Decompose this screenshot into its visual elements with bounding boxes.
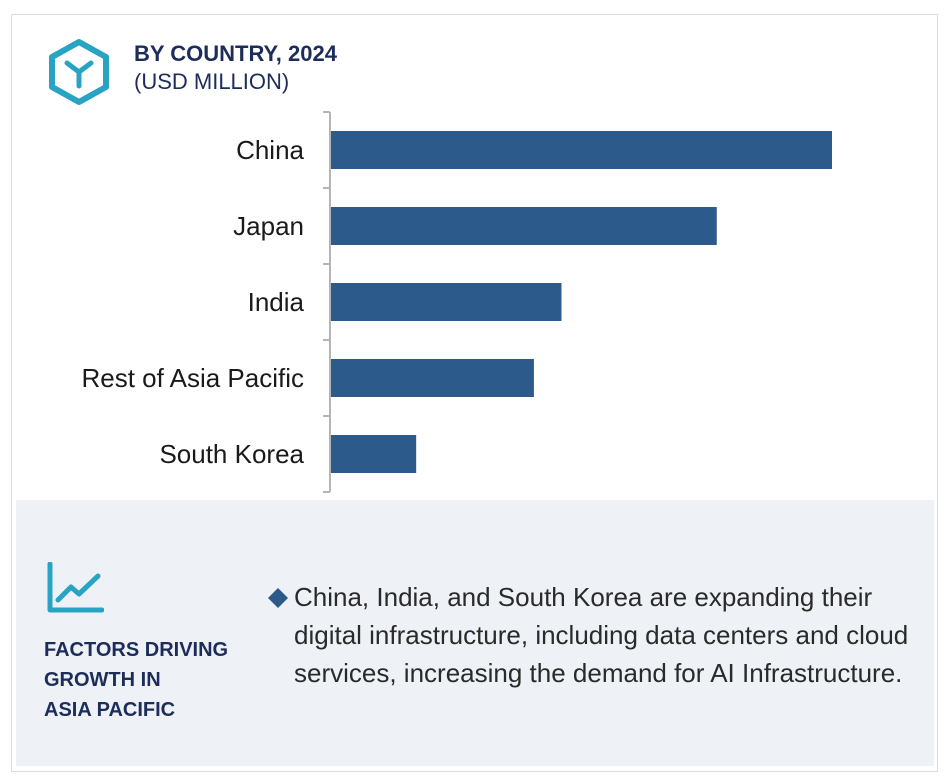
bar bbox=[331, 435, 417, 473]
factor-bullet-text: China, India, and South Korea are expand… bbox=[294, 582, 909, 688]
factors-title: FACTORS DRIVING GROWTH IN ASIA PACIFIC bbox=[44, 635, 264, 725]
bar bbox=[331, 283, 562, 321]
bar bbox=[331, 131, 832, 169]
factor-bullet: China, India, and South Korea are expand… bbox=[267, 578, 927, 692]
bar bbox=[331, 207, 717, 245]
trend-chart-icon bbox=[47, 562, 104, 613]
chart-title: BY COUNTRY, 2024 bbox=[134, 41, 337, 66]
category-label: India bbox=[248, 287, 305, 317]
bar bbox=[331, 359, 534, 397]
factors-title-line: FACTORS DRIVING bbox=[44, 639, 229, 661]
diamond-icon bbox=[268, 588, 288, 608]
chart-subtitle: (USD MILLION) bbox=[134, 69, 290, 94]
chart-header: BY COUNTRY, 2024 (USD MILLION) bbox=[134, 40, 337, 96]
bar-chart: China Japan India Rest of Asia Pacific South… bbox=[81, 111, 832, 493]
factors-title-line: GROWTH IN bbox=[44, 669, 161, 691]
factors-title-line: ASIA PACIFIC bbox=[44, 699, 176, 721]
category-label: China bbox=[236, 135, 304, 165]
hexagon-y-icon bbox=[49, 39, 109, 105]
factors-panel bbox=[16, 500, 934, 766]
category-label: South Korea bbox=[159, 439, 304, 469]
category-label: Rest of Asia Pacific bbox=[81, 363, 304, 393]
category-label: Japan bbox=[233, 211, 304, 241]
